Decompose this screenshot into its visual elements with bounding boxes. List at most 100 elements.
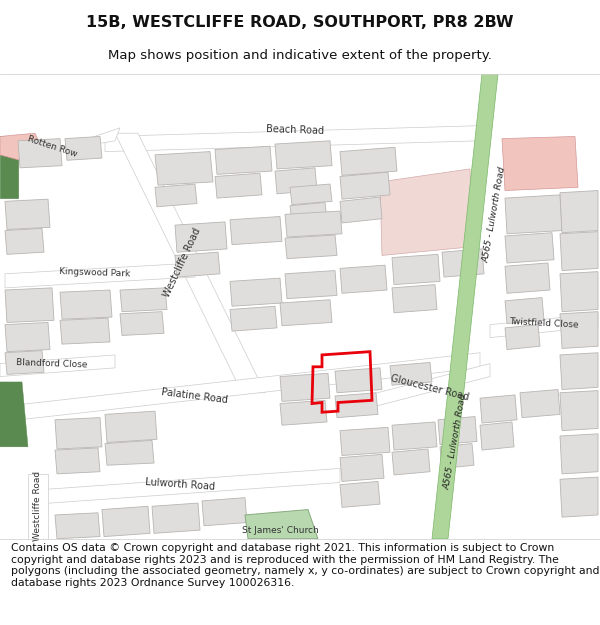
Polygon shape [432,74,498,539]
Polygon shape [505,195,562,234]
Polygon shape [335,368,382,392]
Polygon shape [5,288,54,322]
Polygon shape [175,222,227,252]
Polygon shape [290,202,327,223]
Polygon shape [442,249,484,277]
Polygon shape [275,168,317,194]
Polygon shape [340,454,384,481]
Polygon shape [560,434,598,474]
Polygon shape [438,416,477,444]
Text: Westcliffe Road: Westcliffe Road [32,471,41,541]
Polygon shape [18,139,62,168]
Polygon shape [280,300,332,326]
Polygon shape [5,322,50,352]
Polygon shape [55,418,102,449]
Polygon shape [0,355,115,376]
Polygon shape [275,141,332,169]
Polygon shape [105,126,480,152]
Polygon shape [230,278,282,306]
Text: Twistfield Close: Twistfield Close [509,318,579,330]
Polygon shape [480,422,514,450]
Polygon shape [105,441,154,465]
Polygon shape [102,506,150,537]
Polygon shape [340,197,382,223]
Polygon shape [152,503,200,533]
Text: Beach Road: Beach Road [266,124,324,136]
Polygon shape [35,469,340,504]
Polygon shape [440,444,474,469]
Polygon shape [505,298,544,324]
Polygon shape [560,191,598,232]
Polygon shape [285,211,342,237]
Polygon shape [55,512,100,539]
Polygon shape [560,272,598,312]
Polygon shape [560,477,598,517]
Polygon shape [560,312,598,348]
Polygon shape [60,290,112,319]
Polygon shape [365,364,490,409]
Text: Contains OS data © Crown copyright and database right 2021. This information is : Contains OS data © Crown copyright and d… [11,543,599,588]
Text: St James' Church: St James' Church [242,526,319,534]
Polygon shape [60,318,110,344]
Polygon shape [5,351,44,374]
Polygon shape [155,152,213,185]
Polygon shape [560,352,598,389]
Polygon shape [505,263,550,293]
Polygon shape [245,509,318,539]
Text: A565 - Lulworth Road: A565 - Lulworth Road [481,166,507,263]
Polygon shape [202,498,247,526]
Polygon shape [390,362,432,385]
Text: A565 - Lulworth Road: A565 - Lulworth Road [442,392,468,490]
Polygon shape [0,352,480,422]
Polygon shape [155,184,197,207]
Text: Gloucester Road: Gloucester Road [390,372,470,402]
Polygon shape [0,382,28,447]
Polygon shape [285,271,337,299]
Polygon shape [340,265,387,293]
Polygon shape [0,128,120,160]
Polygon shape [230,216,282,244]
Polygon shape [285,235,337,259]
Polygon shape [335,392,378,418]
Polygon shape [505,324,540,349]
Polygon shape [5,263,195,288]
Polygon shape [280,373,330,401]
Polygon shape [392,254,440,284]
Polygon shape [392,449,430,475]
Polygon shape [520,389,560,418]
Polygon shape [392,284,437,312]
Polygon shape [65,136,102,160]
Polygon shape [340,172,390,199]
Polygon shape [480,395,517,423]
Text: Lulworth Road: Lulworth Road [145,478,215,492]
Polygon shape [5,228,44,254]
Polygon shape [502,136,578,191]
Polygon shape [560,391,598,431]
Polygon shape [490,314,598,338]
Polygon shape [340,148,397,176]
Polygon shape [380,169,472,256]
Polygon shape [340,481,380,508]
Polygon shape [280,401,327,425]
Polygon shape [230,306,277,331]
Text: Westcliffe Road: Westcliffe Road [161,227,202,299]
Polygon shape [0,133,45,160]
Polygon shape [120,288,167,312]
Polygon shape [505,232,554,263]
Polygon shape [28,474,48,539]
Polygon shape [55,448,100,474]
Polygon shape [560,232,598,271]
Polygon shape [120,312,164,336]
Polygon shape [175,252,220,277]
Text: 15B, WESTCLIFFE ROAD, SOUTHPORT, PR8 2BW: 15B, WESTCLIFFE ROAD, SOUTHPORT, PR8 2BW [86,14,514,29]
Polygon shape [105,411,157,442]
Polygon shape [115,133,265,392]
Polygon shape [392,422,437,450]
Polygon shape [215,173,262,198]
Polygon shape [0,136,18,198]
Polygon shape [290,184,332,204]
Text: Rotten Row: Rotten Row [26,134,78,159]
Polygon shape [5,199,50,229]
Polygon shape [215,146,272,174]
Text: Palatine Road: Palatine Road [161,387,229,405]
